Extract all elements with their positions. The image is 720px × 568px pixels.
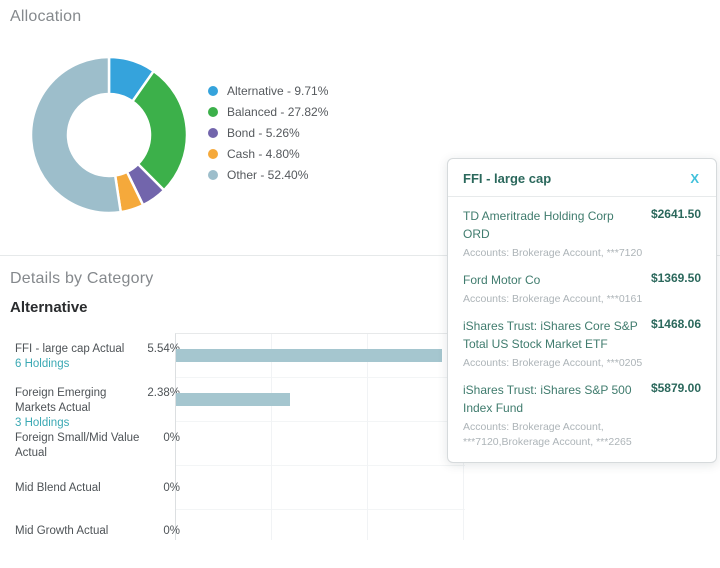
- details-section-title: Details by Category: [10, 270, 154, 287]
- holding-accounts: Accounts: Brokerage Account, ***0161: [463, 293, 643, 305]
- donut-svg: [29, 55, 189, 215]
- legend-color-dot: [208, 106, 218, 117]
- close-icon[interactable]: X: [690, 171, 699, 186]
- bar-row-mid-growth-actual: Mid Growth Actual 0%: [0, 524, 720, 568]
- bar-value-label: 5.54%: [147, 343, 180, 355]
- holdings-popup-title: FFI - large cap: [463, 171, 552, 186]
- bar-chart-rows: FFI - large cap Actual 6 Holdings 5.54% …: [0, 342, 720, 537]
- bar-category-label: Mid Blend Actual: [15, 481, 147, 496]
- bar-category-text: Foreign Emerging Markets Actual: [15, 387, 107, 414]
- allocation-section-title: Allocation: [10, 8, 82, 25]
- bar-chart-plot-area: [175, 333, 465, 540]
- allocation-donut-chart: [24, 50, 194, 220]
- holdings-count-link[interactable]: 6 Holdings: [15, 358, 70, 370]
- holding-name: Ford Motor Co: [463, 273, 541, 287]
- bar-row-ffi-large-cap-actual: FFI - large cap Actual 6 Holdings 5.54%: [0, 342, 720, 386]
- bar-row-mid-blend-actual: Mid Blend Actual 0%: [0, 481, 720, 525]
- holding-name: iShares Trust: iShares Core S&P Total US…: [463, 319, 638, 351]
- legend-item-alternative: Alternative - 9.71%: [208, 80, 328, 101]
- donut-segment-other[interactable]: [29, 55, 123, 215]
- bar-row-foreign-emerging-markets-actual: Foreign Emerging Markets Actual 3 Holdin…: [0, 386, 720, 430]
- bar-category-text: FFI - large cap Actual: [15, 343, 125, 355]
- bar-value-label: 0%: [163, 432, 180, 444]
- bar-value-label: 2.38%: [147, 387, 180, 399]
- holding-name: TD Ameritrade Holding Corp ORD: [463, 209, 614, 241]
- legend-label: Bond - 5.26%: [227, 125, 300, 140]
- legend-label: Cash - 4.80%: [227, 146, 300, 161]
- bar-category-label: Mid Growth Actual: [15, 524, 147, 539]
- holding-row: iShares Trust: iShares S&P 500 Index Fun…: [448, 373, 716, 452]
- holdings-popup-header: FFI - large cap X: [448, 159, 716, 197]
- legend-label: Alternative - 9.71%: [227, 83, 329, 98]
- holding-name: iShares Trust: iShares S&P 500 Index Fun…: [463, 383, 632, 415]
- category-title: Alternative: [10, 299, 88, 316]
- holding-row: TD Ameritrade Holding Corp ORD $2641.50 …: [448, 199, 716, 263]
- holding-row: iShares Trust: iShares Core S&P Total US…: [448, 309, 716, 373]
- bar-category-label: Foreign Emerging Markets Actual 3 Holdin…: [15, 386, 147, 431]
- holding-accounts: Accounts: Brokerage Account, ***7120: [463, 247, 643, 259]
- donut-segment-balanced[interactable]: [130, 69, 189, 193]
- bar-category-text: Mid Blend Actual: [15, 482, 101, 494]
- holdings-popup: FFI - large cap X TD Ameritrade Holding …: [447, 158, 717, 463]
- legend-color-dot: [208, 169, 218, 180]
- holding-amount: $1369.50: [650, 271, 701, 285]
- bar-category-text: Mid Growth Actual: [15, 525, 109, 537]
- bar-category-label: FFI - large cap Actual 6 Holdings: [15, 342, 147, 372]
- holding-amount: $1468.06: [650, 317, 701, 331]
- holdings-count-link[interactable]: 3 Holdings: [15, 417, 70, 429]
- holding-amount: $2641.50: [650, 207, 701, 221]
- legend-item-other: Other - 52.40%: [208, 164, 328, 185]
- legend-item-balanced: Balanced - 27.82%: [208, 101, 328, 122]
- bar[interactable]: [176, 349, 442, 362]
- holdings-list: TD Ameritrade Holding Corp ORD $2641.50 …: [448, 197, 716, 462]
- holding-accounts: Accounts: Brokerage Account, ***7120,Bro…: [463, 421, 632, 448]
- legend-color-dot: [208, 148, 218, 159]
- bar-value-label: 0%: [163, 525, 180, 537]
- legend-item-cash: Cash - 4.80%: [208, 143, 328, 164]
- legend-label: Other - 52.40%: [227, 167, 309, 182]
- legend-item-bond: Bond - 5.26%: [208, 122, 328, 143]
- legend-color-dot: [208, 127, 218, 138]
- allocation-legend: Alternative - 9.71% Balanced - 27.82% Bo…: [208, 80, 328, 185]
- bar[interactable]: [176, 393, 291, 406]
- holding-row: Ford Motor Co $1369.50 Accounts: Brokera…: [448, 263, 716, 309]
- holding-amount: $5879.00: [650, 381, 701, 395]
- bar-value-label: 0%: [163, 482, 180, 494]
- bar-category-text: Foreign Small/Mid Value Actual: [15, 432, 140, 459]
- holding-accounts: Accounts: Brokerage Account, ***0205: [463, 357, 643, 369]
- legend-color-dot: [208, 85, 218, 96]
- legend-label: Balanced - 27.82%: [227, 104, 329, 119]
- bar-row-foreign-small-mid-value-actual: Foreign Small/Mid Value Actual 0%: [0, 431, 720, 475]
- section-divider: [0, 255, 720, 256]
- bar-category-label: Foreign Small/Mid Value Actual: [15, 431, 147, 461]
